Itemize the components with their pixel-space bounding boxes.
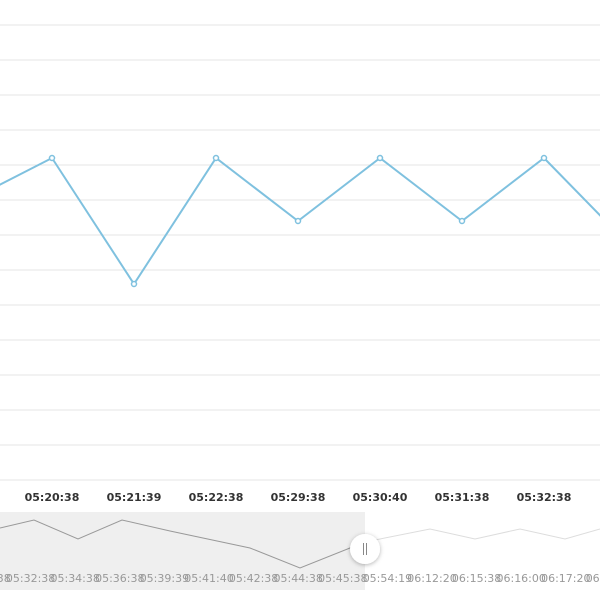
x-tick-label: 05:20:38 [25, 491, 80, 504]
zoom-label: 06:17:20 [541, 572, 590, 585]
zoom-label: 05:41:40 [184, 572, 233, 585]
x-tick-label: 05:22:38 [189, 491, 244, 504]
zoom-label: 05:44:38 [273, 572, 322, 585]
zoom-selection[interactable] [0, 512, 365, 590]
data-point [130, 280, 138, 288]
data-point [294, 217, 302, 225]
zoom-label: 05:34:38 [50, 572, 99, 585]
x-tick-label: 05:30:40 [353, 491, 408, 504]
zoom-label: 05:45:38 [318, 572, 367, 585]
zoom-label: 05:30:38 [0, 572, 11, 585]
zoom-label: 05:32:38 [6, 572, 55, 585]
data-point [540, 154, 548, 162]
data-point [212, 154, 220, 162]
x-tick-label: 05:31:38 [435, 491, 490, 504]
data-point [376, 154, 384, 162]
zoom-handle[interactable] [350, 534, 380, 564]
zoom-label: 05:39:39 [140, 572, 189, 585]
zoom-label: 06:16:00 [496, 572, 545, 585]
zoom-label: 05:36:38 [95, 572, 144, 585]
zoom-label: 06:12:20 [407, 572, 456, 585]
data-point [458, 217, 466, 225]
data-point [48, 154, 56, 162]
zoom-preview-selected [0, 519, 366, 569]
x-tick-label: 05:29:38 [271, 491, 326, 504]
zoom-preview [364, 528, 600, 543]
x-tick-label: 05:21:39 [107, 491, 162, 504]
zoom-label: 06:15:38 [452, 572, 501, 585]
x-tick-label: 05:32:38 [517, 491, 572, 504]
zoom-label: 05:42:38 [229, 572, 278, 585]
zoom-label: 06:18:20 [586, 572, 600, 585]
zoom-label: 05:54:19 [363, 572, 412, 585]
